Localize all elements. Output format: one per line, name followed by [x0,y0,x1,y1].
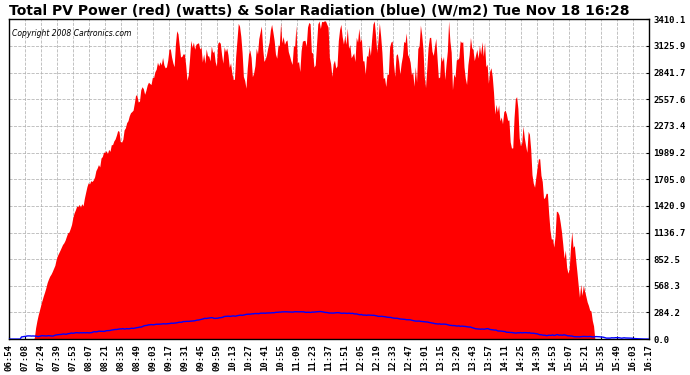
Text: Total PV Power (red) (watts) & Solar Radiation (blue) (W/m2) Tue Nov 18 16:28: Total PV Power (red) (watts) & Solar Rad… [9,4,629,18]
Text: Copyright 2008 Cartronics.com: Copyright 2008 Cartronics.com [12,29,131,38]
